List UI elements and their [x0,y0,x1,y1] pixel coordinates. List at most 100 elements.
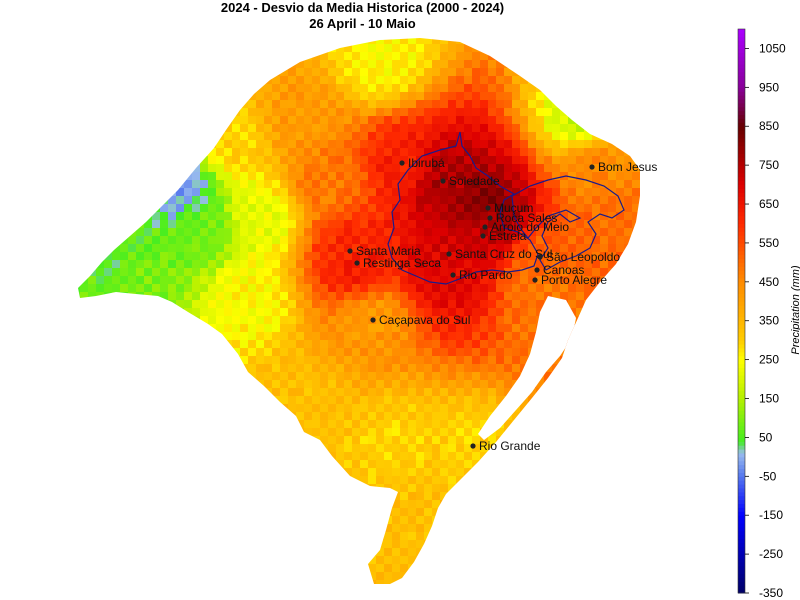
grid-cell [432,100,440,108]
grid-cell [416,100,424,108]
grid-cell [560,84,568,92]
grid-cell [432,356,440,364]
grid-cell [640,404,648,412]
grid-cell [352,316,360,324]
grid-cell [400,540,408,548]
grid-cell [544,540,552,548]
grid-cell [536,428,544,436]
grid-cell [352,164,360,172]
grid-cell [176,396,184,404]
grid-cell [384,204,392,212]
grid-cell [104,180,112,188]
grid-cell [168,196,176,204]
grid-cell [416,372,424,380]
grid-cell [472,92,480,100]
grid-cell [96,204,104,212]
grid-cell [616,220,624,228]
grid-cell [576,92,584,100]
grid-cell [384,148,392,156]
grid-cell [440,356,448,364]
grid-cell [344,380,352,388]
grid-cell [584,52,592,60]
grid-cell [136,436,144,444]
grid-cell [272,268,280,276]
grid-cell [304,436,312,444]
grid-cell [312,516,320,524]
grid-cell [88,316,96,324]
grid-cell [168,124,176,132]
grid-cell [280,92,288,100]
grid-cell [456,332,464,340]
grid-cell [640,260,648,268]
grid-cell [112,380,120,388]
grid-cell [320,164,328,172]
grid-cell [592,148,600,156]
grid-cell [320,44,328,52]
grid-cell [352,540,360,548]
grid-cell [128,396,136,404]
grid-cell [240,188,248,196]
grid-cell [384,260,392,268]
grid-cell [104,308,112,316]
grid-cell [480,252,488,260]
grid-cell [288,508,296,516]
grid-cell [78,52,80,60]
grid-cell [88,516,96,524]
grid-cell [232,188,240,196]
grid-cell [78,452,80,460]
grid-cell [544,468,552,476]
grid-cell [280,236,288,244]
grid-cell [288,220,296,228]
grid-cell [200,252,208,260]
grid-cell [240,132,248,140]
grid-cell [616,244,624,252]
grid-cell [78,460,80,468]
grid-cell [240,564,248,572]
grid-cell [528,228,536,236]
grid-cell [400,508,408,516]
grid-cell [376,476,384,484]
grid-cell [568,204,576,212]
grid-cell [432,364,440,372]
grid-cell [440,260,448,268]
grid-cell [600,148,608,156]
grid-cell [544,388,552,396]
grid-cell [272,460,280,468]
grid-cell [120,436,128,444]
grid-cell [168,84,176,92]
grid-cell [440,316,448,324]
grid-cell [392,348,400,356]
grid-cell [192,244,200,252]
grid-cell [544,100,552,108]
grid-cell [288,388,296,396]
grid-cell [304,148,312,156]
grid-cell [408,324,416,332]
grid-cell [528,340,536,348]
grid-cell [560,436,568,444]
grid-cell [544,180,552,188]
grid-cell [152,404,160,412]
grid-cell [368,292,376,300]
grid-cell [80,196,88,204]
grid-cell [608,396,616,404]
grid-cell [488,268,496,276]
grid-cell [112,364,120,372]
grid-cell [128,268,136,276]
grid-cell [520,276,528,284]
grid-cell [78,92,80,100]
grid-cell [600,356,608,364]
grid-cell [184,388,192,396]
grid-cell [400,236,408,244]
grid-cell [472,324,480,332]
grid-cell [480,548,488,556]
grid-cell [432,308,440,316]
grid-cell [424,572,432,580]
grid-cell [288,412,296,420]
grid-cell [432,108,440,116]
grid-cell [464,84,472,92]
grid-cell [224,500,232,508]
grid-cell [104,284,112,292]
grid-cell [280,220,288,228]
grid-cell [136,292,144,300]
grid-cell [144,484,152,492]
